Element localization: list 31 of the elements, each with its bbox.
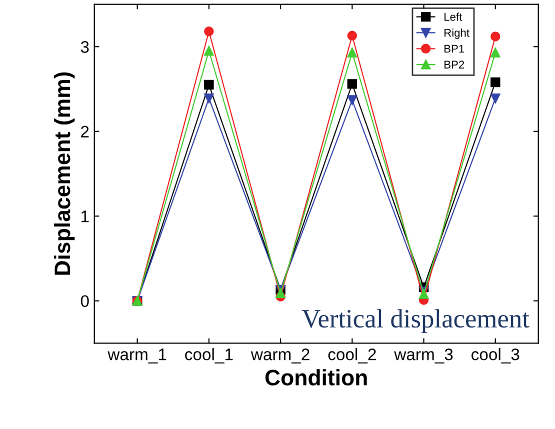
point [204,46,214,56]
point [490,93,500,104]
point [204,26,214,36]
point [347,30,358,40]
x-tick-label: cool_1 [185,348,233,364]
y-tick-label: 0 [80,295,89,308]
legend-label: BP1 [444,44,464,53]
legend-label: BP2 [444,60,464,68]
legend-label: Right [444,28,470,39]
point [276,288,286,298]
point [490,32,500,42]
annotation: Vertical displacement [302,309,530,334]
point [347,48,358,58]
x-axis-title: Condition [265,369,367,386]
point [204,93,214,104]
point [204,80,214,90]
point [490,77,500,88]
x-tick-label: warm_1 [108,348,166,364]
x-tick-label: cool_3 [472,348,520,364]
x-tick-label: warm_3 [394,348,453,364]
y-tick-label: 1 [81,210,89,222]
y-axis-title: Displacement (mm) [54,72,75,275]
point [418,289,429,299]
x-tick-label: warm_2 [250,348,310,364]
legend-label: Left [444,12,462,21]
point [490,48,500,58]
y-tick-label: 3 [80,41,89,53]
y-tick-label: 2 [81,126,89,138]
point [347,95,358,105]
point [347,79,358,89]
x-tick-label: cool_2 [328,348,376,364]
